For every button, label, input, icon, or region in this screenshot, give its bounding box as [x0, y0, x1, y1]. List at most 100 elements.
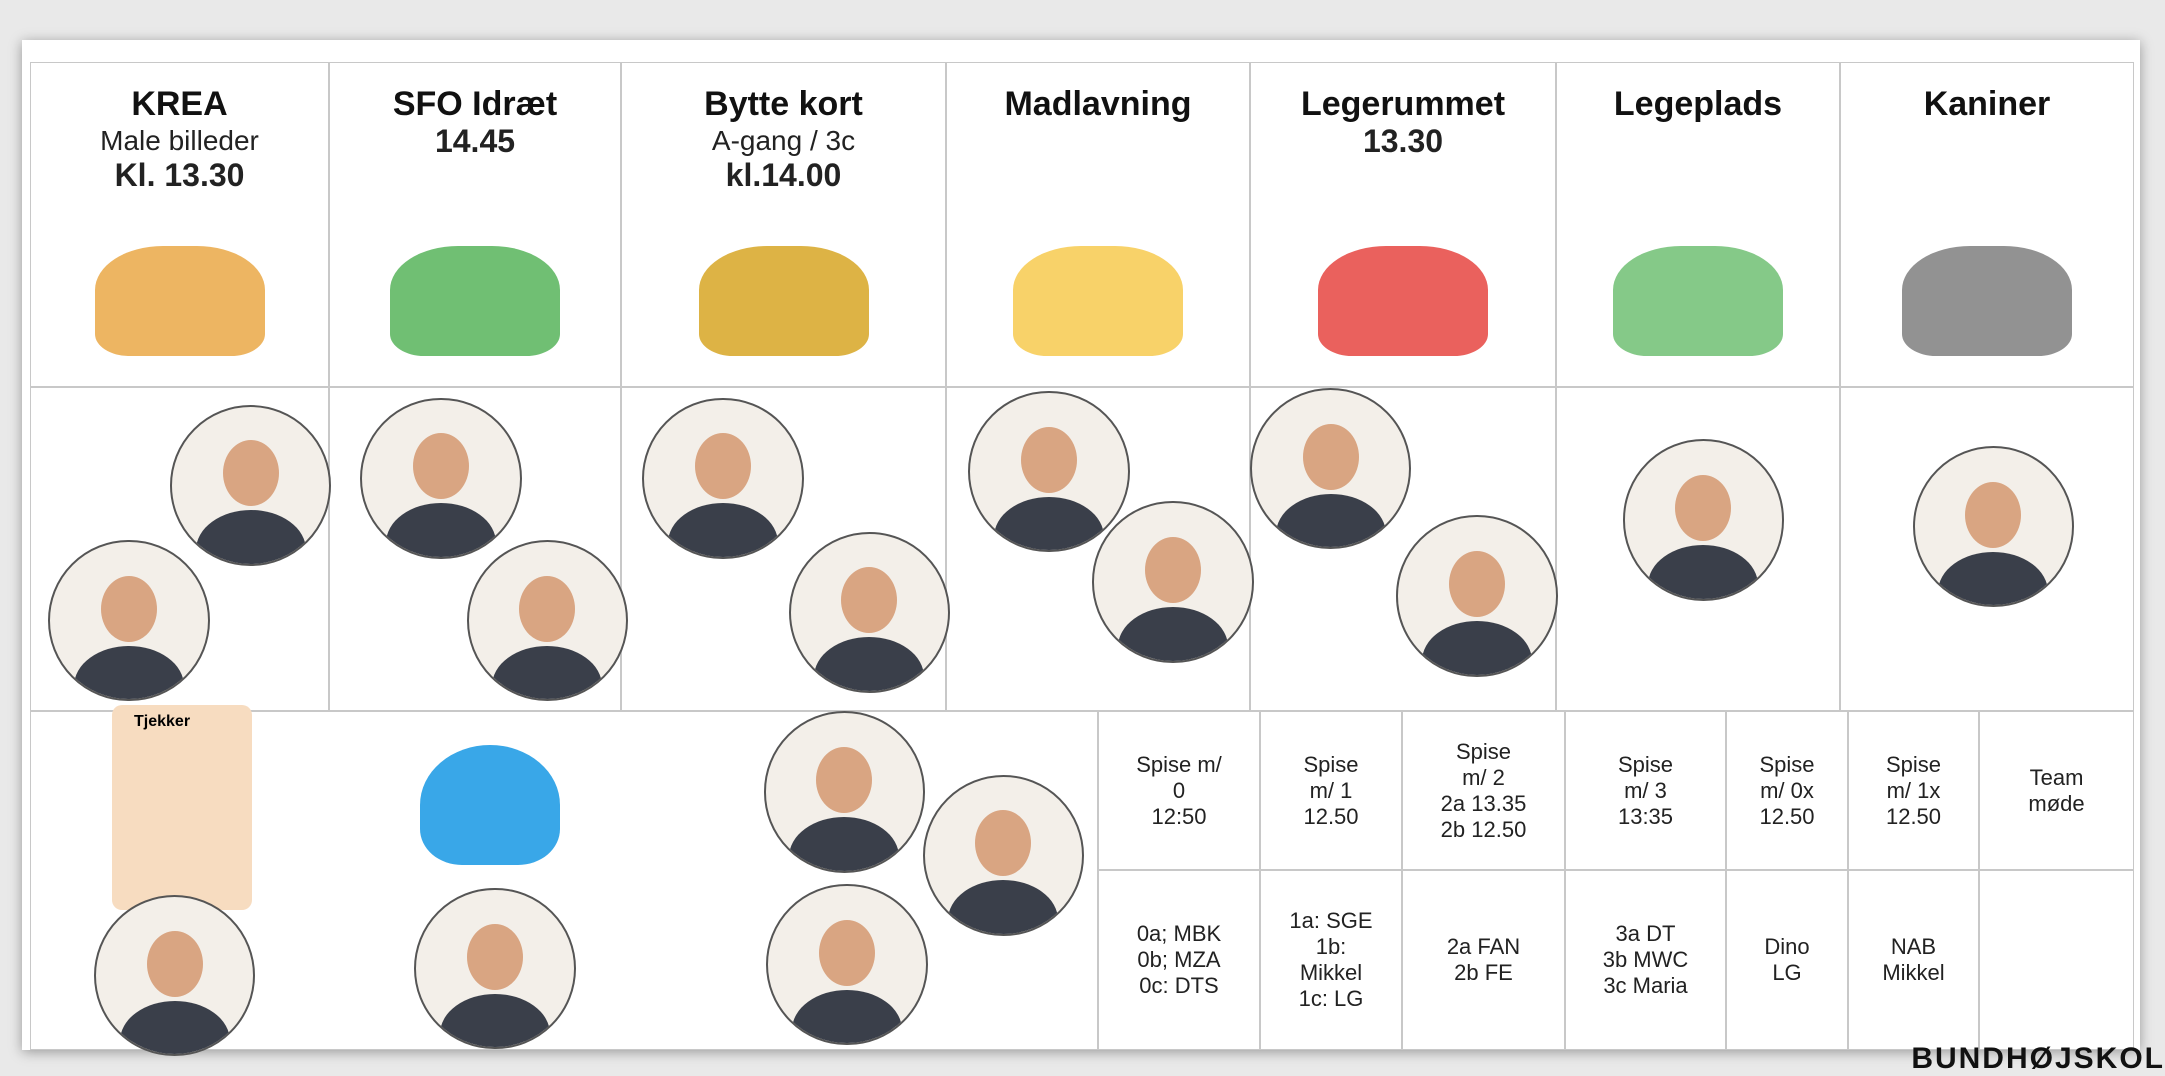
table-text: 12.50	[1759, 804, 1814, 830]
activity-illustration	[1902, 246, 2072, 356]
table-text: m/ 2	[1462, 765, 1505, 791]
table-text: 0c: DTS	[1139, 973, 1218, 999]
photo-body	[1422, 621, 1532, 677]
staff-photo	[94, 895, 255, 1056]
activity-illustration	[95, 246, 265, 356]
photo-head	[467, 924, 523, 990]
staff-photo	[1250, 388, 1411, 549]
activity-illustration	[1013, 246, 1183, 356]
activity-illustration	[699, 246, 869, 356]
photo-head	[816, 747, 872, 813]
photo-head	[1021, 427, 1077, 493]
photo-head	[1145, 537, 1201, 603]
staff-photo	[968, 391, 1129, 552]
table-text: 1a: SGE	[1289, 908, 1372, 934]
staff-photo	[1623, 439, 1784, 600]
photo-head	[1965, 482, 2021, 548]
table-text: m/ 3	[1624, 778, 1667, 804]
staff-photo	[467, 540, 628, 701]
table-text: 12.50	[1886, 804, 1941, 830]
photo-head	[819, 920, 875, 986]
table-text: 2a 13.35	[1441, 791, 1527, 817]
table-text: 12.50	[1303, 804, 1358, 830]
staff-photo	[766, 884, 927, 1045]
photo-body	[386, 503, 496, 559]
photo-head	[1449, 551, 1505, 617]
activity-line: Kl. 13.30	[31, 158, 328, 192]
table-text: m/ 1x	[1887, 778, 1941, 804]
photo-body	[814, 637, 924, 693]
activity-title: Kaniner	[1841, 85, 2133, 124]
table-text: 0	[1173, 778, 1185, 804]
photo-head	[1303, 424, 1359, 490]
table-text: Spise	[1303, 752, 1358, 778]
checker-illustration: Tjekker	[112, 705, 252, 910]
photo-body	[1938, 552, 2048, 608]
octopus-illustration	[420, 745, 560, 865]
activity-title: KREA	[31, 85, 328, 124]
table-text: 3b MWC	[1603, 947, 1689, 973]
activity-line: kl.14.00	[622, 158, 945, 192]
staff-photo	[1092, 501, 1253, 662]
table-text: 1b:	[1316, 934, 1347, 960]
footer-text: BUNDHØJSKOL	[1911, 1042, 2165, 1076]
photo-body	[668, 503, 778, 559]
activity-title: Legerummet	[1251, 85, 1555, 124]
activity-title: Madlavning	[947, 85, 1249, 124]
activity-cell: Kaniner	[1840, 62, 2134, 387]
table-text: Mikkel	[1882, 960, 1944, 986]
table-text: Spise	[1456, 739, 1511, 765]
photo-body	[440, 994, 550, 1050]
photo-head	[147, 931, 203, 997]
table-cell: 0a; MBK0b; MZA0c: DTS	[1098, 870, 1260, 1050]
table-text: 2a FAN	[1447, 934, 1520, 960]
table-text: LG	[1772, 960, 1801, 986]
photo-body	[196, 510, 306, 566]
table-text: 0a; MBK	[1137, 921, 1221, 947]
table-text: 2b FE	[1454, 960, 1513, 986]
table-text: Dino	[1764, 934, 1809, 960]
activity-illustration	[1318, 246, 1488, 356]
table-text: 2b 12.50	[1441, 817, 1527, 843]
photo-body	[994, 497, 1104, 553]
photo-body	[948, 880, 1058, 936]
activity-title: Bytte kort	[622, 85, 945, 124]
table-text: 13:35	[1618, 804, 1673, 830]
photo-head	[413, 433, 469, 499]
table-text: Mikkel	[1300, 960, 1362, 986]
photo-body	[792, 990, 902, 1046]
checker-label: Tjekker	[112, 705, 252, 731]
staff-photo	[1396, 515, 1557, 676]
table-text: Spise m/	[1136, 752, 1222, 778]
photo-body	[120, 1001, 230, 1057]
photo-head	[695, 433, 751, 499]
staff-photo	[170, 405, 331, 566]
photo-body	[1118, 607, 1228, 663]
activity-line: 13.30	[1251, 124, 1555, 158]
staff-photo	[414, 888, 575, 1049]
table-text: Spise	[1886, 752, 1941, 778]
photo-head	[223, 440, 279, 506]
table-cell	[1979, 870, 2134, 1050]
staff-photo	[48, 540, 209, 701]
photo-head	[1675, 475, 1731, 541]
table-text: m/ 0x	[1760, 778, 1814, 804]
table-text: NAB	[1891, 934, 1936, 960]
photo-head	[841, 567, 897, 633]
activity-illustration	[1613, 246, 1783, 356]
photo-head	[519, 576, 575, 642]
